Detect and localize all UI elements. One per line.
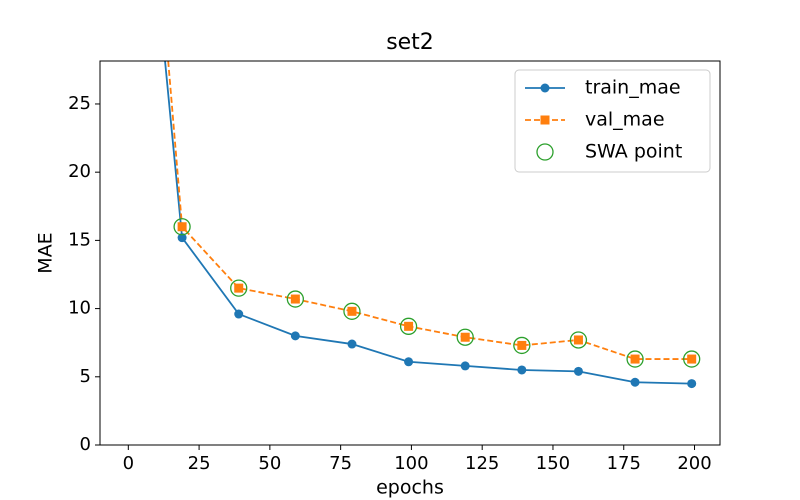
data-point	[343, 302, 361, 320]
legend-label: val_mae	[585, 109, 665, 131]
data-point	[347, 339, 357, 349]
data-point	[517, 340, 527, 350]
data-point	[290, 294, 300, 304]
y-tick-label: 20	[68, 161, 91, 182]
data-point	[630, 377, 640, 387]
legend-box	[514, 69, 711, 173]
legend-label: train_mae	[585, 77, 681, 99]
plot-area	[164, 61, 701, 389]
data-point	[177, 222, 187, 232]
data-point	[286, 290, 304, 308]
data-point	[687, 379, 697, 389]
x-tick-label: 75	[329, 453, 352, 474]
data-point	[683, 350, 701, 368]
data-point	[456, 328, 474, 346]
data-point	[404, 357, 414, 367]
chart-title: set2	[386, 30, 434, 55]
data-point	[630, 354, 640, 364]
legend-label: SWA point	[585, 141, 682, 163]
data-point	[517, 365, 527, 375]
y-axis-label: MAE	[35, 232, 57, 273]
y-tick-label: 10	[68, 298, 91, 319]
x-axis-label: epochs	[376, 477, 444, 499]
y-tick-label: 0	[80, 434, 91, 455]
legend-marker	[540, 115, 550, 125]
x-tick-label: 125	[465, 453, 499, 474]
legend-marker	[536, 143, 554, 161]
x-tick-label: 25	[188, 453, 211, 474]
data-point	[173, 218, 191, 236]
data-point	[290, 331, 300, 341]
x-tick-label: 200	[677, 453, 711, 474]
data-point	[177, 233, 187, 243]
data-point	[230, 279, 248, 297]
data-point	[513, 336, 531, 355]
data-point	[399, 317, 418, 335]
data-point	[234, 309, 244, 319]
axes-frame	[99, 60, 721, 446]
x-tick-label: 0	[123, 453, 134, 474]
y-tick-label: 25	[68, 93, 91, 114]
y-tick-label: 5	[80, 366, 91, 387]
data-point	[404, 321, 414, 331]
data-point	[460, 332, 470, 342]
data-point	[234, 283, 244, 293]
legend-marker	[540, 83, 550, 93]
y-tick-label: 15	[68, 229, 91, 250]
data-point	[460, 361, 470, 371]
data-point	[626, 350, 644, 368]
data-point	[687, 354, 697, 364]
x-tick-label: 175	[607, 453, 641, 474]
data-point	[569, 331, 588, 349]
data-point	[573, 335, 583, 345]
x-tick-label: 150	[536, 453, 570, 474]
x-tick-label: 50	[258, 453, 281, 474]
x-tick-label: 100	[394, 453, 428, 474]
data-point	[347, 306, 357, 316]
data-point	[573, 366, 583, 376]
